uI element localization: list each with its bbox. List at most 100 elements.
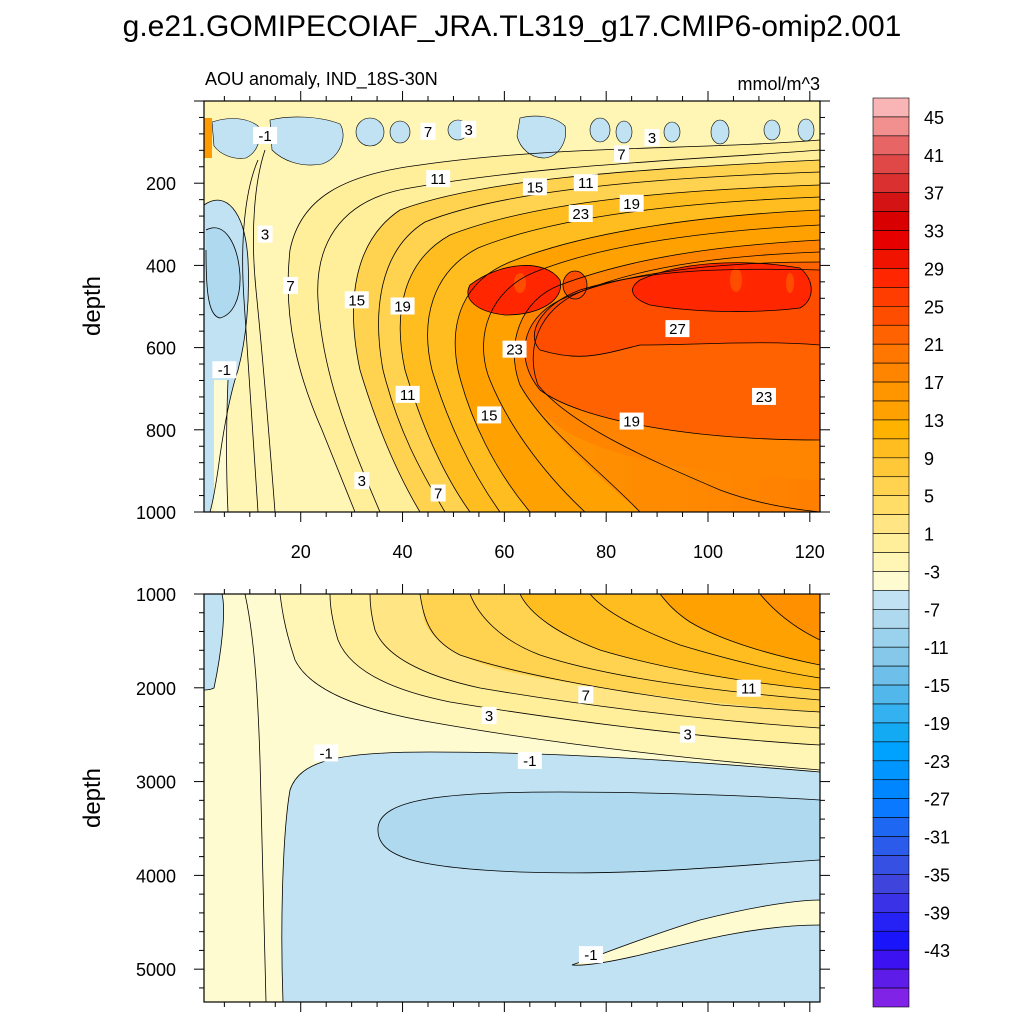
upper-blue-core	[206, 227, 241, 318]
contour-label-text: 19	[623, 414, 640, 431]
upper-ylabel: depth	[79, 276, 106, 336]
colorbar-swatch	[872, 514, 910, 534]
contour-label: -1	[212, 361, 237, 379]
colorbar-swatch	[872, 211, 910, 231]
contour-label-box	[314, 744, 339, 762]
colorbar-label: 33	[924, 222, 944, 242]
contour-label-box	[619, 412, 644, 430]
colorbar-swatch	[872, 987, 910, 1008]
contour-label: 15	[522, 178, 547, 196]
contour-label: 11	[395, 385, 420, 404]
contour-label-box	[420, 122, 436, 140]
contour-label: 7	[283, 276, 299, 295]
colorbar-swatch	[872, 457, 910, 478]
upper-hole-c	[730, 268, 742, 292]
colorbar-swatch	[872, 173, 910, 193]
contour-label-text: 23	[572, 206, 589, 223]
contour-label-box	[390, 297, 415, 315]
lower-contour-labels: 7 11 3 3 -1 -1 -1	[314, 679, 761, 964]
colorbar-swatch	[872, 798, 910, 818]
contour-label-text: 11	[578, 175, 594, 192]
contour-label-text: 15	[527, 179, 544, 196]
colorbar-label: 5	[924, 487, 934, 507]
colorbar-swatch	[872, 968, 910, 989]
contour-label-box	[426, 170, 451, 188]
x-tick-label: 120	[795, 542, 825, 562]
colorbar-swatch	[872, 949, 910, 970]
colorbar-swatch	[872, 400, 910, 421]
colorbar-swatch	[872, 476, 910, 496]
colorbar-label: 17	[924, 373, 944, 393]
colorbar-label: -15	[924, 676, 950, 696]
colorbar-label: -43	[924, 941, 950, 961]
colorbar-label: -19	[924, 714, 950, 734]
upper-band-3	[288, 140, 820, 512]
contour-label-box	[354, 472, 370, 490]
y-tick-label: 2000	[136, 679, 176, 699]
colorbar-label: 37	[924, 184, 944, 204]
colorbar-swatch	[872, 893, 910, 913]
contour-label-text: 3	[648, 130, 656, 147]
y-tick-label: 4000	[136, 866, 176, 886]
colorbar-label: 45	[924, 108, 944, 128]
x-tick-label: 60	[494, 542, 514, 562]
lower-blue-core	[377, 792, 820, 873]
colorbar-swatch	[872, 135, 910, 156]
y-tick-label: 3000	[136, 773, 176, 793]
contour-label-box	[344, 291, 369, 309]
contour-label-text: 15	[481, 407, 498, 424]
contour-label-box	[578, 946, 603, 964]
contour-label-text: -1	[584, 947, 597, 964]
colorbar-swatch	[872, 741, 910, 762]
y-tick-label: 1000	[136, 585, 176, 605]
contour-label-box	[253, 126, 278, 144]
contour-label: 7	[420, 122, 436, 141]
x-tick-label: 80	[596, 542, 616, 562]
contour-label: 27	[665, 320, 690, 338]
contour-label: 11	[736, 679, 761, 698]
contour-label-text: 23	[756, 389, 773, 406]
colorbar-swatch	[872, 646, 910, 667]
lower-panel-plot	[204, 594, 820, 1002]
colorbar-swatch	[872, 817, 910, 837]
contour-label-box	[665, 320, 690, 338]
contour-label-box	[613, 145, 629, 163]
contour-label-box	[573, 174, 598, 192]
contour-label-text: 23	[506, 342, 523, 359]
contour-label-text: 7	[434, 486, 442, 503]
y-tick-label: 800	[146, 421, 176, 441]
colorbar-label: 25	[924, 297, 944, 317]
contour-label-text: -1	[523, 753, 536, 770]
lower-left-blue	[204, 594, 224, 690]
upper-hole-b	[514, 273, 526, 293]
contour-label-box	[481, 706, 497, 724]
contour-label: 19	[390, 297, 415, 316]
colorbar-label: 13	[924, 411, 944, 431]
contour-label-box	[619, 194, 644, 212]
contour-label-text: -1	[258, 128, 271, 145]
colorbar-swatch	[872, 97, 910, 118]
contour-label-text: -1	[218, 362, 231, 379]
colorbar-label: -7	[924, 600, 940, 620]
lower-panel-frame	[203, 593, 821, 1003]
contour-label: 3	[680, 725, 696, 744]
colorbar-label: -3	[924, 562, 940, 582]
upper-panel-plot	[204, 101, 820, 512]
x-tick-label: 100	[693, 542, 723, 562]
colorbar-swatch	[872, 154, 910, 175]
contour-label: 15	[344, 291, 369, 309]
contour-label: 23	[752, 387, 776, 406]
y-tick-label: 200	[146, 174, 176, 194]
colorbar-swatch	[872, 912, 910, 932]
contour-label: -1	[517, 751, 542, 770]
figure-title: g.e21.GOMIPECOIAF_JRA.TL319_g17.CMIP6-om…	[123, 10, 902, 43]
contour-label: 7	[578, 686, 594, 704]
contour-label: 3	[461, 120, 477, 139]
contour-label-box	[680, 725, 696, 743]
colorbar-label: 21	[924, 335, 944, 355]
colorbar-swatch	[872, 571, 910, 591]
colorbar-swatch	[872, 703, 910, 724]
lower-axes: 1000 2000 3000 4000 5000	[136, 584, 830, 1012]
colorbar-label: -39	[924, 903, 950, 923]
